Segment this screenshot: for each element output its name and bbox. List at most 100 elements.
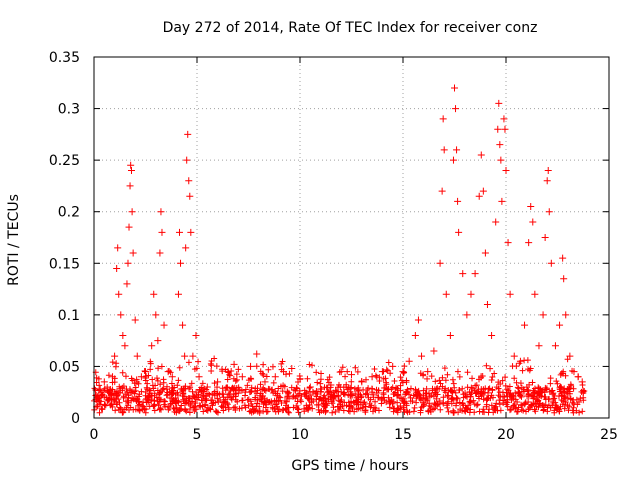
cloud-point: [199, 387, 206, 394]
cloud-point: [182, 407, 189, 414]
cloud-point: [262, 387, 269, 394]
cloud-point: [524, 386, 531, 393]
cloud-point: [401, 398, 408, 405]
cloud-point: [397, 382, 404, 389]
cloud-point: [515, 385, 522, 392]
cloud-point: [428, 392, 435, 399]
cloud-point: [562, 398, 569, 405]
cloud-point: [122, 373, 129, 380]
cloud-point: [173, 397, 180, 404]
cloud-point: [413, 391, 420, 398]
data-point: [124, 259, 132, 267]
data-point: [133, 352, 141, 360]
cloud-point: [549, 402, 556, 409]
cloud-point: [314, 390, 321, 397]
cloud-point: [236, 405, 243, 412]
cloud-point: [475, 386, 482, 393]
cloud-point: [485, 409, 492, 416]
cloud-point: [119, 409, 126, 416]
data-point: [578, 378, 586, 386]
data-point: [142, 368, 149, 376]
data-point: [104, 388, 112, 396]
cloud-point: [168, 400, 175, 407]
data-point: [449, 156, 457, 164]
cloud-point: [154, 377, 161, 384]
cloud-point: [174, 382, 181, 389]
y-tick-label: 0.35: [49, 50, 80, 66]
cloud-point: [108, 400, 115, 407]
cloud-point: [490, 394, 497, 401]
cloud-point: [341, 389, 348, 396]
cloud-point: [142, 409, 149, 416]
data-point: [164, 368, 172, 376]
cloud-point: [452, 389, 459, 396]
data-point: [559, 254, 567, 262]
cloud-point: [141, 405, 148, 412]
data-point: [541, 234, 549, 241]
cloud-point: [182, 400, 189, 407]
cloud-point: [215, 398, 222, 405]
cloud-point: [188, 380, 195, 387]
cloud-point: [320, 407, 327, 414]
data-point: [119, 331, 127, 339]
data-point: [181, 352, 189, 360]
cloud-point: [161, 397, 168, 404]
data-point: [531, 290, 539, 298]
x-tick-label: 25: [600, 427, 618, 443]
cloud-point: [107, 402, 114, 409]
cloud-point: [141, 368, 148, 375]
data-point: [562, 311, 570, 319]
cloud-point: [491, 370, 498, 377]
cloud-point: [183, 408, 190, 415]
data-point: [544, 166, 552, 174]
cloud-point: [211, 355, 218, 362]
cloud-point: [290, 394, 297, 401]
cloud-point: [397, 374, 404, 381]
cloud-point: [146, 390, 153, 397]
cloud-point: [560, 389, 567, 396]
data-point: [114, 244, 122, 252]
cloud-point: [396, 394, 403, 401]
cloud-point: [123, 398, 130, 405]
data-point: [156, 249, 164, 257]
cloud-point: [306, 388, 313, 395]
cloud-point: [504, 386, 511, 393]
data-point: [187, 228, 195, 236]
cloud-point: [169, 385, 176, 392]
cloud-point: [233, 371, 240, 378]
cloud-point: [389, 384, 396, 391]
cloud-point: [557, 388, 564, 395]
cloud-point: [346, 402, 353, 409]
y-tick-label: 0.2: [58, 205, 80, 221]
data-point: [442, 290, 450, 298]
cloud-point: [483, 395, 490, 402]
cloud-point: [417, 409, 424, 416]
data-point: [516, 357, 524, 365]
cloud-point: [223, 384, 230, 391]
cloud-point: [499, 389, 506, 396]
data-point: [327, 381, 335, 389]
cloud-point: [283, 371, 290, 378]
data-point: [183, 156, 191, 164]
cloud-point: [401, 369, 408, 376]
cloud-point: [506, 383, 513, 390]
data-point: [179, 321, 187, 329]
cloud-point: [551, 392, 558, 399]
cloud-point: [362, 391, 369, 398]
cloud-point: [453, 402, 460, 409]
cloud-point: [542, 393, 549, 400]
cloud-point: [383, 366, 390, 373]
axis-ticks: 0 5 10 15 20 25 0 0.05 0.1 0.15 0.2 0.25 0.3 0.35: [49, 50, 618, 443]
cloud-point: [338, 396, 345, 403]
cloud-point: [428, 403, 435, 410]
data-point: [160, 321, 168, 329]
cloud-point: [302, 390, 309, 397]
data-point: [463, 311, 471, 319]
cloud-point: [579, 408, 586, 415]
cloud-point: [355, 401, 362, 408]
cloud-point: [453, 394, 460, 401]
cloud-point: [568, 382, 575, 389]
data-point: [424, 368, 432, 376]
cloud-point: [203, 395, 210, 402]
cloud-point: [342, 373, 349, 380]
